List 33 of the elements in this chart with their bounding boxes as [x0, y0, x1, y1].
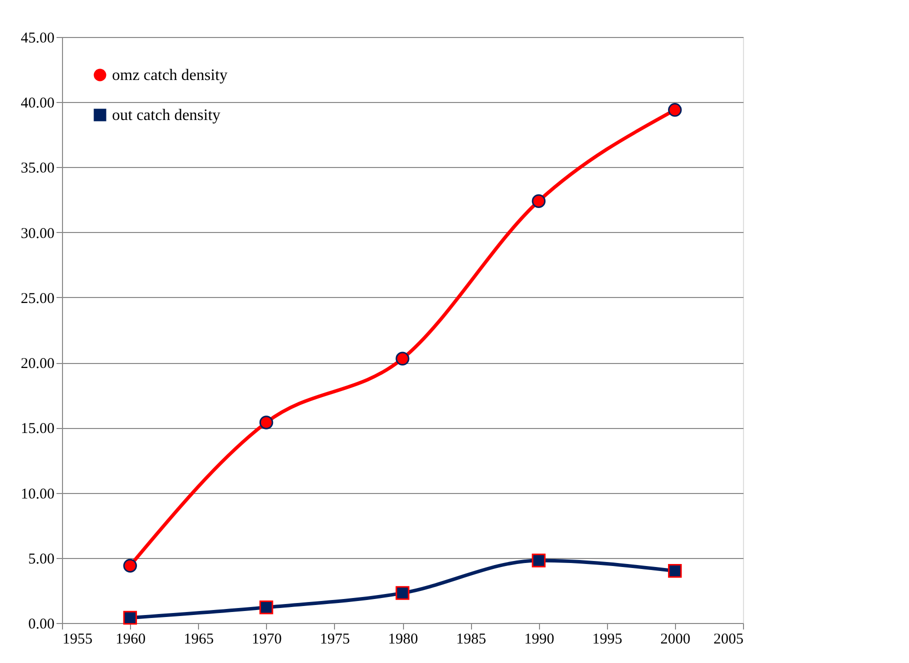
x-tick-label: 1990 — [524, 632, 554, 648]
x-tick-label: 1975 — [320, 632, 350, 648]
y-tick-label: 45.00 — [20, 30, 54, 46]
y-tick-label: 15.00 — [20, 421, 54, 438]
y-tick-label: 35.00 — [20, 160, 54, 177]
point — [532, 194, 546, 208]
y-tick-label: 10.00 — [20, 486, 54, 502]
x-tick-label: 1955 — [62, 632, 92, 648]
y-tick-label: 5.00 — [28, 551, 54, 568]
legend-label: omz catch density — [112, 67, 228, 84]
x-tick-label: 1965 — [184, 632, 214, 648]
y-tick-label: 30.00 — [20, 226, 54, 242]
x-tick-label: 1995 — [592, 632, 622, 648]
x-tick-label: 2000 — [660, 632, 690, 648]
y-tick-label: 25.00 — [20, 290, 54, 307]
x-tick-label: 1985 — [456, 632, 486, 648]
y-tick-label: 20.00 — [20, 356, 54, 372]
point — [259, 416, 274, 430]
point — [259, 600, 274, 614]
point — [668, 564, 682, 578]
point — [396, 586, 410, 600]
y-tick-label: 40.00 — [20, 96, 54, 112]
x-tick-label: 1970 — [252, 632, 282, 648]
x-tick-label: 1980 — [388, 632, 418, 648]
x-tick-label: 1960 — [116, 632, 146, 648]
y-tick-label: 0.00 — [28, 616, 54, 632]
point — [668, 103, 682, 117]
point — [396, 352, 410, 366]
x-tick-label: 2005 — [714, 632, 744, 648]
point — [123, 558, 137, 573]
legend-label: out catch density — [112, 107, 220, 124]
point — [123, 610, 137, 625]
point — [532, 554, 546, 568]
